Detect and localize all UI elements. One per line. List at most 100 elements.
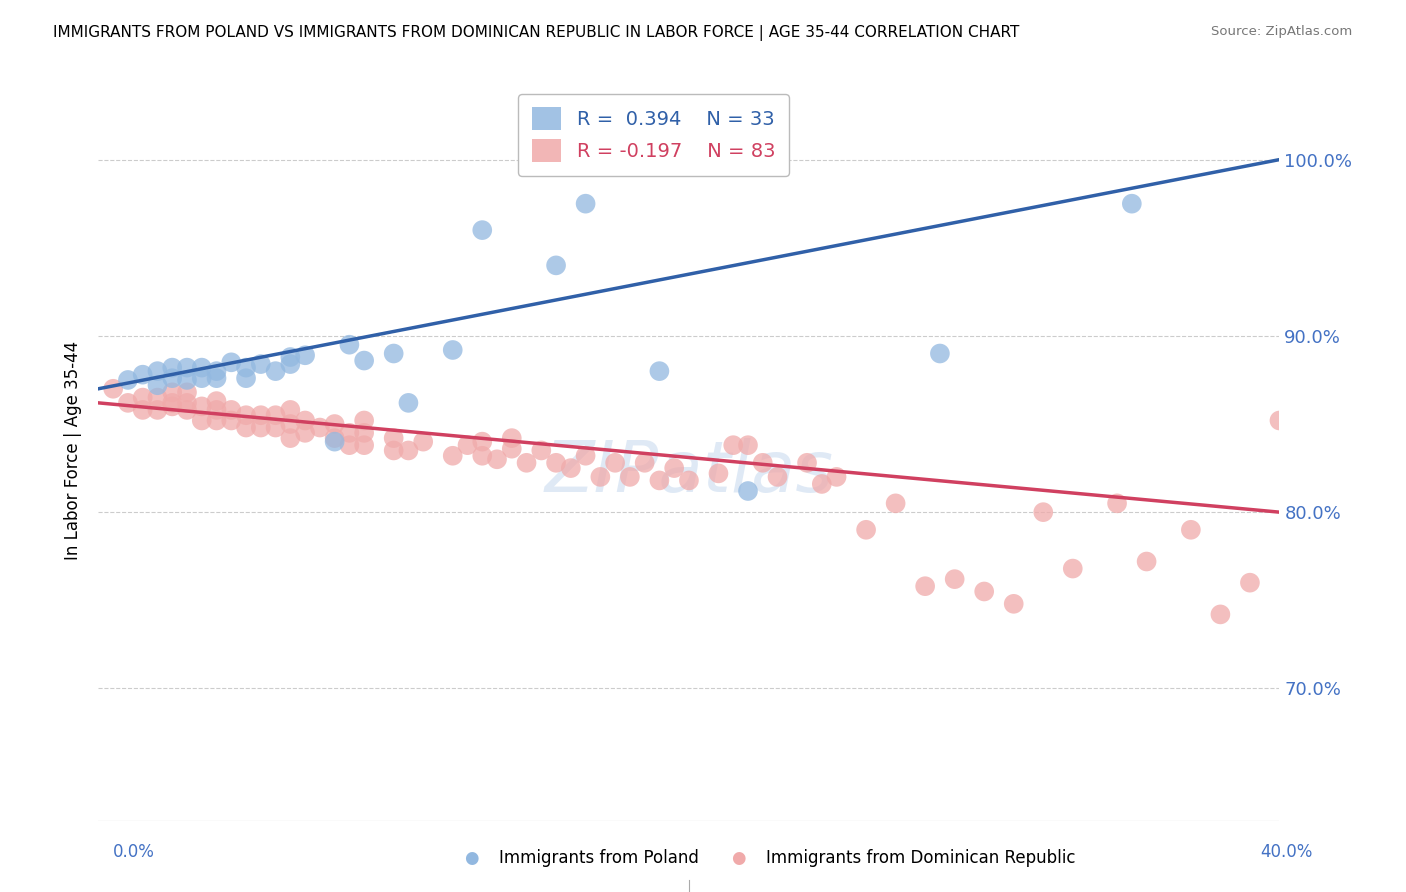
Point — [648, 474, 671, 488]
Y-axis label: In Labor Force | Age 35-44: In Labor Force | Age 35-44 — [65, 341, 83, 560]
Point — [501, 442, 523, 456]
Point — [280, 417, 302, 431]
Text: ZIPatlas: ZIPatlas — [544, 438, 834, 508]
Point — [1136, 554, 1159, 569]
Point — [339, 337, 361, 351]
Point — [1107, 496, 1129, 510]
Point — [619, 470, 641, 484]
Point — [191, 413, 214, 427]
Point — [235, 360, 257, 375]
Point — [1121, 196, 1143, 211]
Point — [117, 373, 139, 387]
Point — [280, 403, 302, 417]
Point — [353, 353, 375, 368]
Point — [501, 431, 523, 445]
Point — [810, 477, 832, 491]
Text: IMMIGRANTS FROM POLAND VS IMMIGRANTS FROM DOMINICAN REPUBLIC IN LABOR FORCE | AG: IMMIGRANTS FROM POLAND VS IMMIGRANTS FRO… — [53, 25, 1019, 41]
Point — [1180, 523, 1202, 537]
Point — [191, 371, 214, 385]
Point — [723, 438, 745, 452]
Point — [221, 403, 243, 417]
Point — [323, 417, 346, 431]
Text: Source: ZipAtlas.com: Source: ZipAtlas.com — [1212, 25, 1353, 38]
Point — [176, 360, 198, 375]
Point — [648, 364, 671, 378]
Point — [323, 434, 346, 449]
Point — [280, 350, 302, 364]
Point — [191, 360, 214, 375]
Point — [176, 385, 198, 400]
Point — [176, 403, 198, 417]
Text: 0.0%: 0.0% — [112, 843, 155, 861]
Point — [441, 343, 464, 357]
Point — [221, 355, 243, 369]
Point — [530, 443, 553, 458]
Point — [973, 584, 995, 599]
Point — [205, 394, 228, 409]
Point — [205, 403, 228, 417]
Point — [117, 396, 139, 410]
Point — [575, 196, 598, 211]
Point — [235, 371, 257, 385]
Point — [471, 434, 494, 449]
Point — [235, 408, 257, 422]
Point — [162, 360, 183, 375]
Point — [1239, 575, 1261, 590]
Point — [294, 425, 316, 440]
Text: ●: ● — [464, 849, 478, 867]
Point — [353, 438, 375, 452]
Legend: R =  0.394    N = 33, R = -0.197    N = 83: R = 0.394 N = 33, R = -0.197 N = 83 — [519, 94, 789, 176]
Point — [309, 420, 332, 434]
Point — [1002, 597, 1025, 611]
Point — [605, 456, 627, 470]
Point — [264, 420, 287, 434]
Point — [382, 346, 405, 360]
Point — [589, 470, 612, 484]
Point — [146, 403, 169, 417]
Point — [752, 456, 775, 470]
Point — [146, 378, 169, 392]
Point — [176, 396, 198, 410]
Point — [1032, 505, 1054, 519]
Point — [162, 400, 183, 414]
Point — [855, 523, 877, 537]
Point — [382, 431, 405, 445]
Point — [205, 364, 228, 378]
Text: Immigrants from Dominican Republic: Immigrants from Dominican Republic — [766, 849, 1076, 867]
Point — [250, 357, 273, 371]
Point — [825, 470, 848, 484]
Point — [471, 449, 494, 463]
Point — [884, 496, 907, 510]
Point — [132, 391, 155, 405]
Point — [103, 382, 125, 396]
Point — [471, 223, 494, 237]
Point — [176, 373, 198, 387]
Point — [441, 449, 464, 463]
Point — [546, 456, 568, 470]
Point — [280, 431, 302, 445]
Point — [250, 408, 273, 422]
Point — [235, 420, 257, 434]
Point — [1062, 561, 1084, 575]
Point — [914, 579, 936, 593]
Point — [575, 449, 598, 463]
Point — [146, 391, 169, 405]
Point — [132, 368, 155, 382]
Point — [412, 434, 434, 449]
Point — [398, 443, 420, 458]
Point — [1268, 413, 1291, 427]
Point — [323, 431, 346, 445]
Point — [398, 396, 420, 410]
Point — [280, 357, 302, 371]
Point — [264, 364, 287, 378]
Point — [796, 456, 818, 470]
Point — [162, 371, 183, 385]
Point — [264, 408, 287, 422]
Point — [382, 443, 405, 458]
Text: Immigrants from Poland: Immigrants from Poland — [499, 849, 699, 867]
Point — [546, 259, 568, 273]
Point — [205, 413, 228, 427]
Point — [353, 425, 375, 440]
Point — [146, 364, 169, 378]
Point — [664, 461, 686, 475]
